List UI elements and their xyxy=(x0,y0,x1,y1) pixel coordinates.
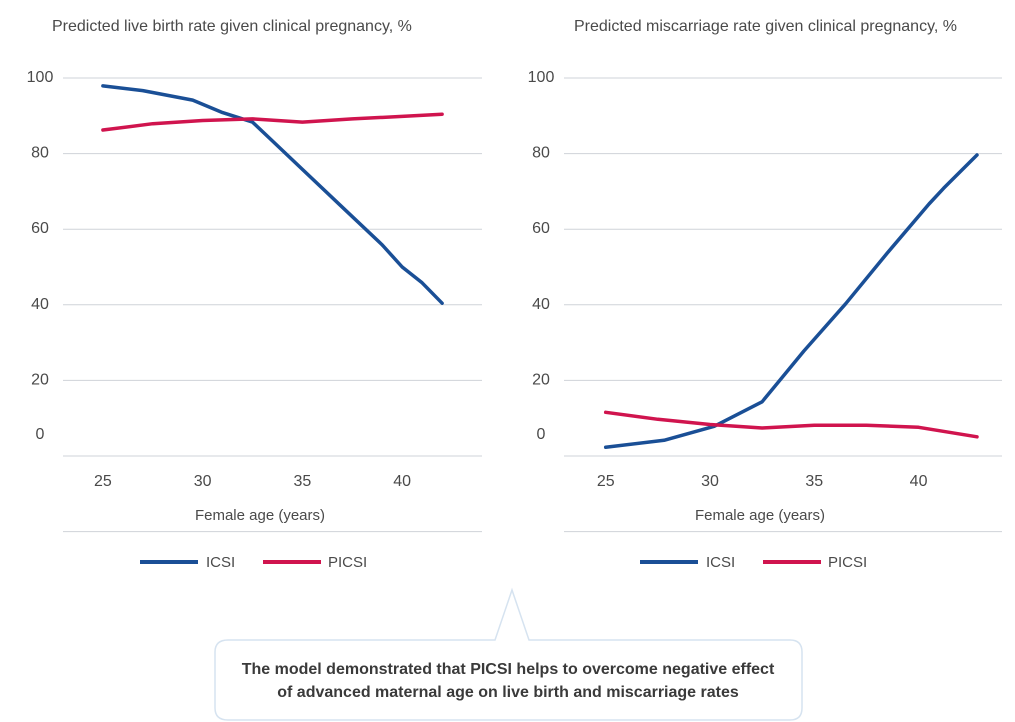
legend-label-picsi: PICSI xyxy=(328,554,367,571)
legend: ICSI PICSI xyxy=(640,554,867,571)
legend-label-icsi: ICSI xyxy=(206,554,235,571)
x-tick-label: 30 xyxy=(194,473,212,490)
callout: The model demonstrated that PICSI helps … xyxy=(214,587,803,721)
x-tick-label: 25 xyxy=(597,473,615,490)
y-tick-label: 60 xyxy=(532,220,550,237)
callout-line-2: of advanced maternal age on live birth a… xyxy=(277,684,739,701)
x-tick-label: 35 xyxy=(805,473,823,490)
legend-label-picsi: PICSI xyxy=(828,554,867,571)
chart-title: Predicted miscarriage rate given clinica… xyxy=(574,18,957,35)
x-tick-label: 35 xyxy=(294,473,312,490)
y-tick-label: 20 xyxy=(31,371,49,388)
y-tick-label: 80 xyxy=(31,145,49,162)
x-axis-label: Female age (years) xyxy=(195,507,325,524)
chart-miscarriage-rate: Predicted miscarriage rate given clinica… xyxy=(528,18,1002,571)
y-tick-label: 0 xyxy=(36,426,45,443)
y-tick-label: 40 xyxy=(31,296,49,313)
x-tick-label: 40 xyxy=(393,473,411,490)
y-tick-label: 100 xyxy=(528,69,555,86)
y-tick-label: 60 xyxy=(31,220,49,237)
series-line-picsi xyxy=(101,112,444,132)
y-tick-label: 0 xyxy=(537,426,546,443)
series-line-icsi xyxy=(603,153,979,450)
y-tick-label: 80 xyxy=(532,145,550,162)
legend-label-icsi: ICSI xyxy=(706,554,735,571)
x-tick-label: 40 xyxy=(910,473,928,490)
chart-title: Predicted live birth rate given clinical… xyxy=(52,18,412,35)
legend: ICSI PICSI xyxy=(140,554,367,571)
x-tick-label: 30 xyxy=(701,473,719,490)
series-line-icsi xyxy=(101,84,444,305)
y-tick-label: 20 xyxy=(532,371,550,388)
callout-line-1: The model demonstrated that PICSI helps … xyxy=(242,661,775,678)
y-tick-label: 40 xyxy=(532,296,550,313)
y-tick-label: 100 xyxy=(27,69,54,86)
callout-box xyxy=(214,587,803,721)
chart-live-birth-rate: Predicted live birth rate given clinical… xyxy=(27,18,482,571)
x-tick-label: 25 xyxy=(94,473,112,490)
series-line-picsi xyxy=(603,410,979,439)
x-axis-label: Female age (years) xyxy=(695,507,825,524)
